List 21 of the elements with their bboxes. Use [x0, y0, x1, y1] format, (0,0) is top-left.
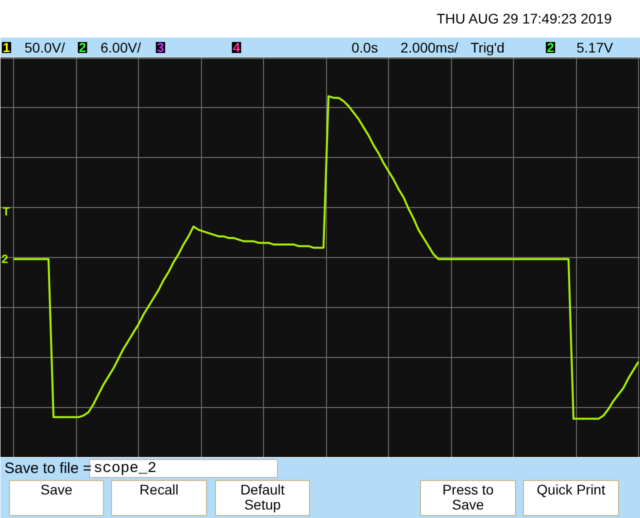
text: Save to file =: [4, 460, 92, 477]
text: 0.0s: [352, 40, 378, 56]
text: 3: [156, 40, 164, 55]
annotation: 2: [2, 252, 8, 266]
text: 50.0V/: [24, 40, 66, 56]
text: 2: [546, 40, 554, 55]
text: Trig'd: [470, 40, 505, 56]
text: Press to Save: [442, 482, 494, 512]
text: 2: [78, 40, 86, 55]
text: 6.00V/: [100, 40, 142, 56]
text: 4: [232, 40, 241, 55]
text: Quick Print: [536, 482, 606, 498]
text: 5.17V: [576, 40, 614, 56]
text: THU AUG 29 17:49:23 2019: [436, 10, 612, 26]
text: Recall: [140, 482, 178, 498]
annotation: T: [2, 204, 10, 218]
text: Save: [40, 482, 73, 498]
text: 2.000ms/: [400, 40, 458, 56]
text: Default Setup: [240, 482, 285, 512]
text: scope_2: [94, 460, 157, 477]
text: 1: [2, 40, 10, 55]
